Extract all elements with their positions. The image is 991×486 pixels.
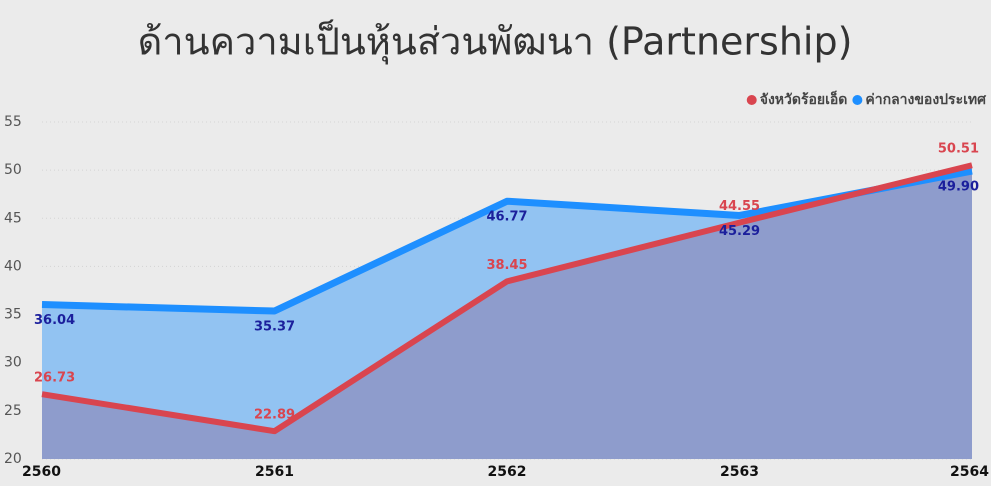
y-tick-label: 35 — [4, 307, 22, 323]
data-label: 44.55 — [719, 199, 760, 214]
y-tick-label: 30 — [4, 355, 22, 371]
x-tick-label: 2564 — [950, 464, 989, 480]
y-tick-label: 25 — [4, 403, 22, 419]
data-label: 38.45 — [486, 258, 527, 273]
legend-label: ค่ากลางของประเทศ — [865, 92, 987, 108]
x-tick-label: 2560 — [22, 464, 61, 480]
data-label: 26.73 — [34, 371, 75, 386]
data-label: 22.89 — [254, 408, 295, 423]
y-tick-label: 20 — [4, 451, 22, 467]
legend-label: จังหวัดร้อยเอ็ด — [760, 90, 848, 108]
chart-title: ด้านความเป็นหุ้นส่วนพัฒนา (Partnership) — [138, 19, 853, 65]
data-label: 36.04 — [34, 313, 75, 328]
data-label: 35.37 — [254, 320, 295, 335]
y-tick-label: 55 — [4, 114, 22, 130]
x-tick-label: 2561 — [255, 464, 294, 480]
data-label: 45.29 — [719, 224, 760, 239]
area — [42, 165, 972, 459]
data-label: 46.77 — [486, 210, 527, 225]
x-tick-label: 2563 — [720, 464, 759, 480]
data-label: 50.51 — [938, 142, 979, 157]
data-label: 49.90 — [938, 180, 979, 195]
y-tick-label: 45 — [4, 210, 22, 226]
legend-marker — [852, 95, 863, 105]
line — [41, 162, 973, 435]
y-tick-label: 50 — [4, 162, 22, 178]
y-tick-label: 40 — [4, 258, 22, 274]
x-tick-label: 2562 — [488, 464, 527, 480]
legend-marker — [746, 95, 757, 105]
